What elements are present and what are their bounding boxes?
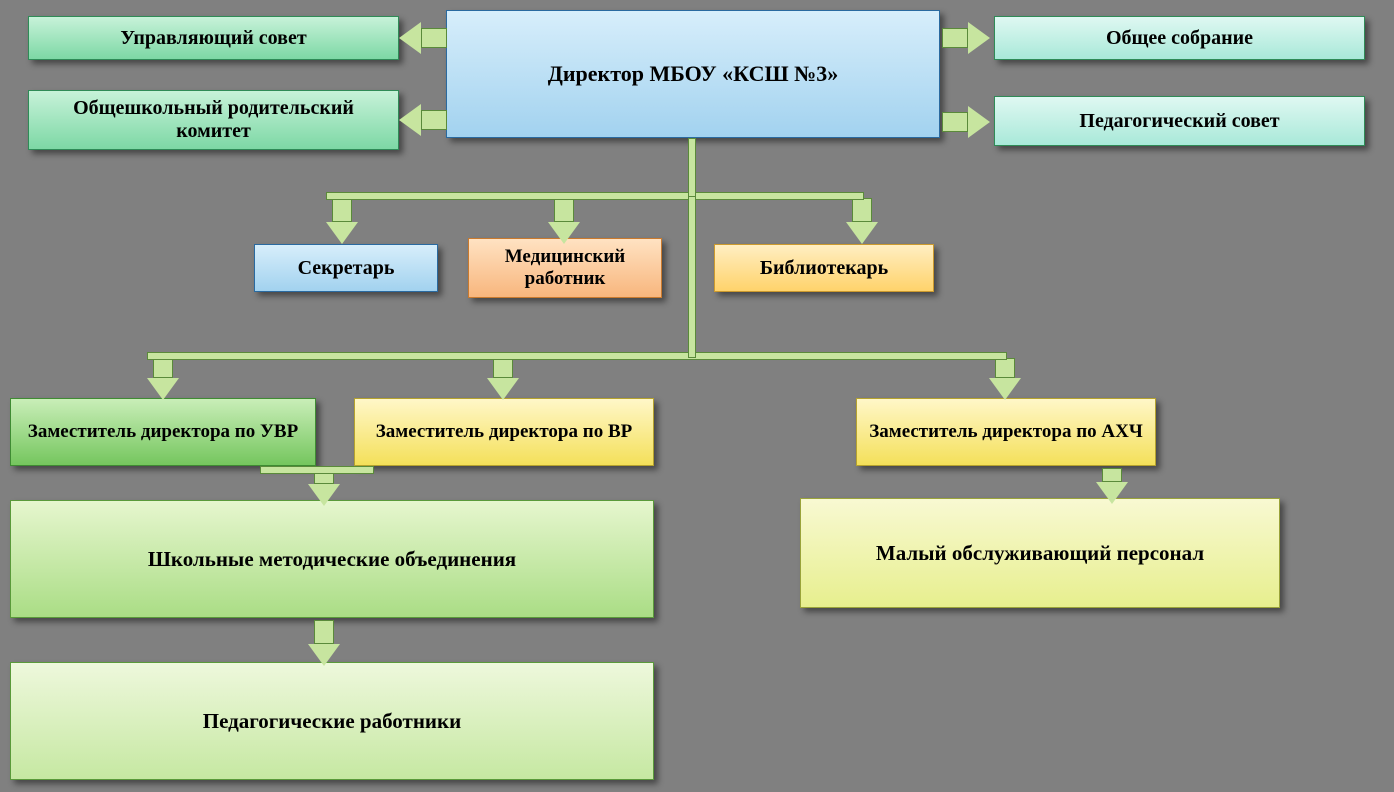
node-general-meeting: Общее собрание [994, 16, 1365, 60]
arrow-to-medic [548, 198, 580, 244]
label: Медицинский работник [477, 246, 653, 290]
connector-trunk-top [688, 138, 696, 198]
arrow-to-dep-vr [487, 358, 519, 400]
node-director: Директор МБОУ «КСШ №3» [446, 10, 940, 138]
arrow-to-librarian [846, 198, 878, 244]
connector-smo-cap [260, 466, 374, 474]
label: Педагогический совет [1079, 110, 1279, 133]
node-teachers: Педагогические работники [10, 662, 654, 780]
node-medic: Медицинский работник [468, 238, 662, 298]
label: Заместитель директора по АХЧ [869, 421, 1143, 443]
arrow-dir-to-parent [399, 104, 447, 136]
label: Библиотекарь [760, 257, 888, 280]
arrow-to-dep-ahch [989, 358, 1021, 400]
node-secretary: Секретарь [254, 244, 438, 292]
arrow-to-teachers [308, 620, 340, 666]
label: Директор МБОУ «КСШ №3» [548, 61, 838, 87]
node-ped-council: Педагогический совет [994, 96, 1365, 146]
connector-row3-bus [147, 352, 1007, 360]
label: Управляющий совет [120, 27, 306, 50]
node-deputy-ahch: Заместитель директора по АХЧ [856, 398, 1156, 466]
label: Педагогические работники [203, 709, 462, 734]
node-service-staff: Малый обслуживающий персонал [800, 498, 1280, 608]
node-smo: Школьные методические объединения [10, 500, 654, 618]
label: Заместитель директора по ВР [376, 421, 632, 443]
node-parent-committee: Общешкольный родительский комитет [28, 90, 399, 150]
node-council: Управляющий совет [28, 16, 399, 60]
arrow-to-staff [1096, 468, 1128, 504]
arrow-dir-to-council [399, 22, 447, 54]
arrow-to-dep-uvr [147, 358, 179, 400]
arrow-to-secretary [326, 198, 358, 244]
label: Общешкольный родительский комитет [37, 97, 390, 143]
label: Заместитель директора по УВР [28, 421, 298, 443]
connector-trunk-mid [688, 196, 696, 358]
node-deputy-vr: Заместитель директора по ВР [354, 398, 654, 466]
label: Секретарь [298, 257, 395, 280]
connector-row2-bus [326, 192, 864, 200]
node-librarian: Библиотекарь [714, 244, 934, 292]
node-deputy-uvr: Заместитель директора по УВР [10, 398, 316, 466]
label: Школьные методические объединения [148, 547, 516, 572]
label: Общее собрание [1106, 27, 1253, 50]
label: Малый обслуживающий персонал [876, 541, 1204, 566]
arrow-dir-to-meeting [942, 22, 990, 54]
arrow-dir-to-pedc [942, 106, 990, 138]
